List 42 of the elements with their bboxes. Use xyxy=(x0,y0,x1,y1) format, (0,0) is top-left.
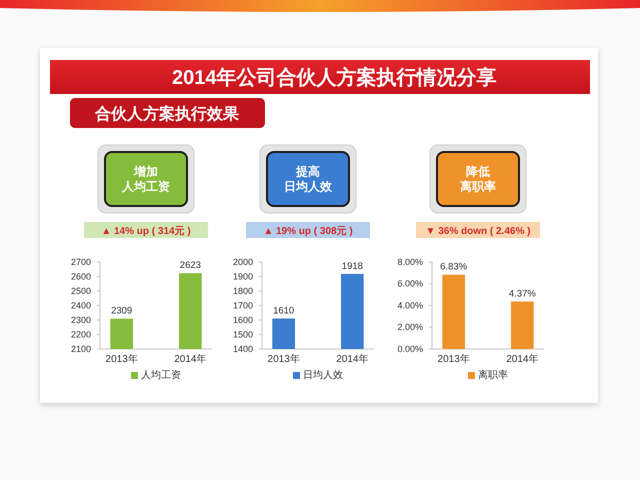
y-tick-label: 2400 xyxy=(70,300,91,310)
y-tick-label: 1700 xyxy=(232,300,253,310)
legend-label: 日均人效 xyxy=(303,369,343,381)
y-tick-label: 1400 xyxy=(232,344,253,354)
chart-title: 降低离职率 xyxy=(459,164,496,194)
y-tick-label: 2700 xyxy=(70,256,91,267)
y-tick-label: 6.00% xyxy=(397,278,423,289)
legend-label: 人均工资 xyxy=(141,369,181,381)
y-tick-label: 2500 xyxy=(70,286,91,296)
chart-subtitle: ▲ 19% up ( 308元 ) xyxy=(263,225,353,237)
y-tick-label: 1900 xyxy=(232,271,253,282)
y-tick-label: 2200 xyxy=(70,329,91,340)
chart-title: 提高日均人效 xyxy=(284,164,333,194)
y-tick-label: 1800 xyxy=(232,286,253,296)
y-tick-label: 2300 xyxy=(70,314,91,325)
chart-title: 增加人均工资 xyxy=(121,164,170,194)
data-label: 1918 xyxy=(342,260,363,272)
x-tick-label: 2013年 xyxy=(438,353,470,366)
x-tick-label: 2014年 xyxy=(506,353,538,366)
y-tick-label: 0.00% xyxy=(397,344,423,354)
y-tick-label: 1500 xyxy=(232,329,253,340)
y-tick-label: 2600 xyxy=(70,271,91,282)
y-tick-label: 8.00% xyxy=(397,256,423,267)
data-label: 1610 xyxy=(273,306,294,317)
y-tick-label: 4.00% xyxy=(397,300,423,310)
chart-subtitle: ▼ 36% down ( 2.46% ) xyxy=(426,226,530,237)
text: 2014年公司合伙人方案执行情况分享 xyxy=(172,66,496,89)
x-tick-label: 2014年 xyxy=(336,353,368,366)
y-tick-label: 2.00% xyxy=(397,322,423,332)
text: 合伙人方案执行效果 xyxy=(94,104,240,123)
x-tick-label: 2013年 xyxy=(106,353,138,366)
x-tick-label: 2014年 xyxy=(174,353,206,366)
legend-label: 离职率 xyxy=(478,369,508,381)
y-tick-label: 2100 xyxy=(70,344,91,354)
y-tick-label: 2000 xyxy=(232,256,253,267)
chart-subtitle: ▲ 14% up ( 314元 ) xyxy=(101,225,191,237)
data-label: 6.83% xyxy=(440,262,468,273)
data-label: 2623 xyxy=(180,260,201,272)
data-label: 2309 xyxy=(111,306,132,317)
y-tick-label: 1600 xyxy=(232,314,253,325)
x-tick-label: 2013年 xyxy=(268,353,300,366)
data-label: 4.37% xyxy=(508,288,536,300)
